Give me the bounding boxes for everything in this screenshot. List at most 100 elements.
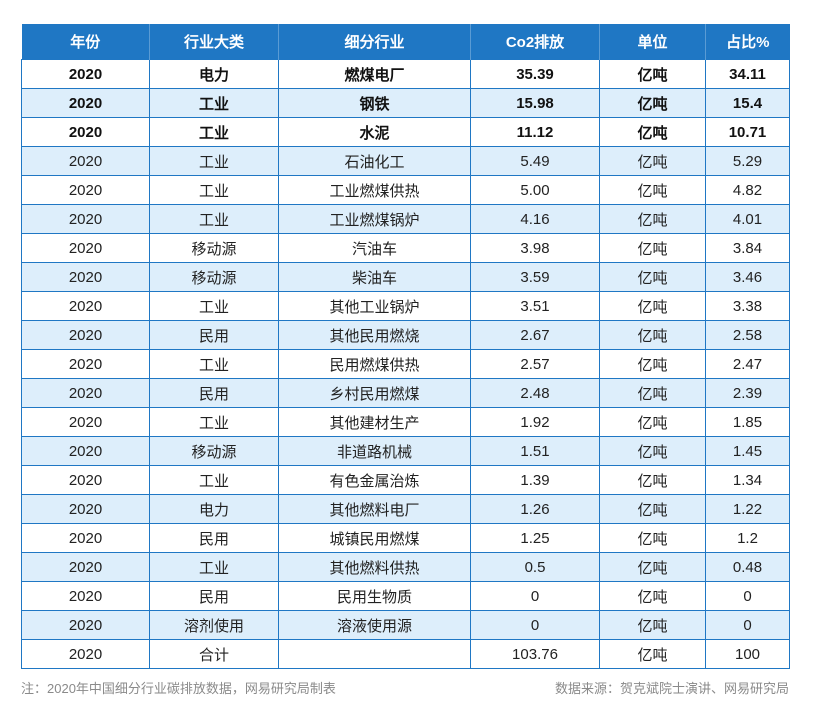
table-row: 2020 民用 其他民用燃烧 2.67 亿吨 2.58 xyxy=(21,320,790,350)
cell-category: 电力 xyxy=(149,494,279,524)
table-body: 2020 电力 燃煤电厂 35.39 亿吨 34.11 2020 工业 钢铁 15.98 亿吨 15.… xyxy=(21,59,790,669)
cell-share: 1.2 xyxy=(705,523,790,553)
header-category: 行业大类 xyxy=(149,24,279,60)
table-row: 2020 民用 乡村民用燃煤 2.48 亿吨 2.39 xyxy=(21,378,790,408)
cell-subsector: 石油化工 xyxy=(278,146,471,176)
cell-share: 0.48 xyxy=(705,552,790,582)
cell-subsector: 其他工业锅炉 xyxy=(278,291,471,321)
cell-year: 2020 xyxy=(21,465,150,495)
cell-unit: 亿吨 xyxy=(599,88,706,118)
cell-category: 民用 xyxy=(149,320,279,350)
header-co2-emission: Co2排放 xyxy=(470,24,600,60)
cell-year: 2020 xyxy=(21,59,150,89)
footer: 注：2020年中国细分行业碳排放数据，网易研究局制表 数据来源：贺克斌院士演讲、… xyxy=(21,678,789,698)
cell-share: 1.34 xyxy=(705,465,790,495)
cell-unit: 亿吨 xyxy=(599,639,706,669)
emissions-table: 年份 行业大类 细分行业 Co2排放 单位 占比% 2020 电力 燃煤电厂 35.3… xyxy=(21,24,790,669)
cell-subsector: 民用燃煤供热 xyxy=(278,349,471,379)
table-row: 2020 工业 其他建材生产 1.92 亿吨 1.85 xyxy=(21,407,790,437)
cell-year: 2020 xyxy=(21,204,150,234)
cell-share: 5.29 xyxy=(705,146,790,176)
cell-co2-emission: 1.26 xyxy=(470,494,600,524)
table-row: 2020 工业 石油化工 5.49 亿吨 5.29 xyxy=(21,146,790,176)
cell-category: 工业 xyxy=(149,349,279,379)
cell-subsector: 有色金属治炼 xyxy=(278,465,471,495)
cell-share: 100 xyxy=(705,639,790,669)
cell-share: 4.01 xyxy=(705,204,790,234)
cell-unit: 亿吨 xyxy=(599,552,706,582)
cell-unit: 亿吨 xyxy=(599,146,706,176)
table-row: 2020 工业 工业燃煤锅炉 4.16 亿吨 4.01 xyxy=(21,204,790,234)
cell-share: 2.47 xyxy=(705,349,790,379)
cell-unit: 亿吨 xyxy=(599,233,706,263)
cell-subsector: 工业燃煤供热 xyxy=(278,175,471,205)
cell-co2-emission: 103.76 xyxy=(470,639,600,669)
cell-unit: 亿吨 xyxy=(599,175,706,205)
cell-category: 工业 xyxy=(149,407,279,437)
cell-share: 2.58 xyxy=(705,320,790,350)
cell-subsector: 其他建材生产 xyxy=(278,407,471,437)
cell-subsector: 民用生物质 xyxy=(278,581,471,611)
header-unit: 单位 xyxy=(599,24,706,60)
cell-share: 2.39 xyxy=(705,378,790,408)
cell-share: 4.82 xyxy=(705,175,790,205)
cell-co2-emission: 0 xyxy=(470,581,600,611)
emissions-table-container: 年份 行业大类 细分行业 Co2排放 单位 占比% 2020 电力 燃煤电厂 35.3… xyxy=(21,24,790,669)
cell-unit: 亿吨 xyxy=(599,581,706,611)
cell-share: 3.38 xyxy=(705,291,790,321)
cell-co2-emission: 3.59 xyxy=(470,262,600,292)
cell-year: 2020 xyxy=(21,175,150,205)
cell-year: 2020 xyxy=(21,320,150,350)
cell-category: 工业 xyxy=(149,465,279,495)
cell-category: 民用 xyxy=(149,523,279,553)
cell-category: 工业 xyxy=(149,88,279,118)
cell-share: 15.4 xyxy=(705,88,790,118)
cell-subsector: 汽油车 xyxy=(278,233,471,263)
cell-co2-emission: 5.49 xyxy=(470,146,600,176)
cell-co2-emission: 4.16 xyxy=(470,204,600,234)
cell-co2-emission: 2.57 xyxy=(470,349,600,379)
table-row: 2020 移动源 非道路机械 1.51 亿吨 1.45 xyxy=(21,436,790,466)
cell-unit: 亿吨 xyxy=(599,262,706,292)
cell-year: 2020 xyxy=(21,146,150,176)
header-year: 年份 xyxy=(21,24,150,60)
cell-year: 2020 xyxy=(21,494,150,524)
cell-share: 0 xyxy=(705,610,790,640)
cell-category: 移动源 xyxy=(149,436,279,466)
cell-unit: 亿吨 xyxy=(599,117,706,147)
header-subsector: 细分行业 xyxy=(278,24,471,60)
cell-category: 工业 xyxy=(149,204,279,234)
footer-note: 注：2020年中国细分行业碳排放数据，网易研究局制表 xyxy=(21,681,336,696)
cell-category: 工业 xyxy=(149,291,279,321)
cell-share: 10.71 xyxy=(705,117,790,147)
cell-category: 溶剂使用 xyxy=(149,610,279,640)
cell-year: 2020 xyxy=(21,349,150,379)
table-row: 2020 移动源 汽油车 3.98 亿吨 3.84 xyxy=(21,233,790,263)
cell-category: 电力 xyxy=(149,59,279,89)
cell-co2-emission: 5.00 xyxy=(470,175,600,205)
cell-subsector xyxy=(278,639,471,669)
cell-co2-emission: 0 xyxy=(470,610,600,640)
cell-share: 3.84 xyxy=(705,233,790,263)
cell-unit: 亿吨 xyxy=(599,59,706,89)
table-row: 2020 工业 钢铁 15.98 亿吨 15.4 xyxy=(21,88,790,118)
cell-subsector: 城镇民用燃煤 xyxy=(278,523,471,553)
footer-source: 数据来源：贺克斌院士演讲、网易研究局 xyxy=(554,681,789,696)
cell-year: 2020 xyxy=(21,436,150,466)
cell-year: 2020 xyxy=(21,407,150,437)
cell-subsector: 其他燃料电厂 xyxy=(278,494,471,524)
table-row: 2020 工业 其他燃料供热 0.5 亿吨 0.48 xyxy=(21,552,790,582)
table-row: 2020 民用 民用生物质 0 亿吨 0 xyxy=(21,581,790,611)
cell-subsector: 溶液使用源 xyxy=(278,610,471,640)
cell-category: 工业 xyxy=(149,146,279,176)
cell-share: 1.22 xyxy=(705,494,790,524)
cell-unit: 亿吨 xyxy=(599,465,706,495)
cell-share: 1.85 xyxy=(705,407,790,437)
cell-co2-emission: 1.25 xyxy=(470,523,600,553)
cell-subsector: 柴油车 xyxy=(278,262,471,292)
cell-share: 3.46 xyxy=(705,262,790,292)
cell-unit: 亿吨 xyxy=(599,320,706,350)
table-row: 2020 工业 有色金属治炼 1.39 亿吨 1.34 xyxy=(21,465,790,495)
table-row: 2020 电力 燃煤电厂 35.39 亿吨 34.11 xyxy=(21,59,790,89)
cell-unit: 亿吨 xyxy=(599,291,706,321)
